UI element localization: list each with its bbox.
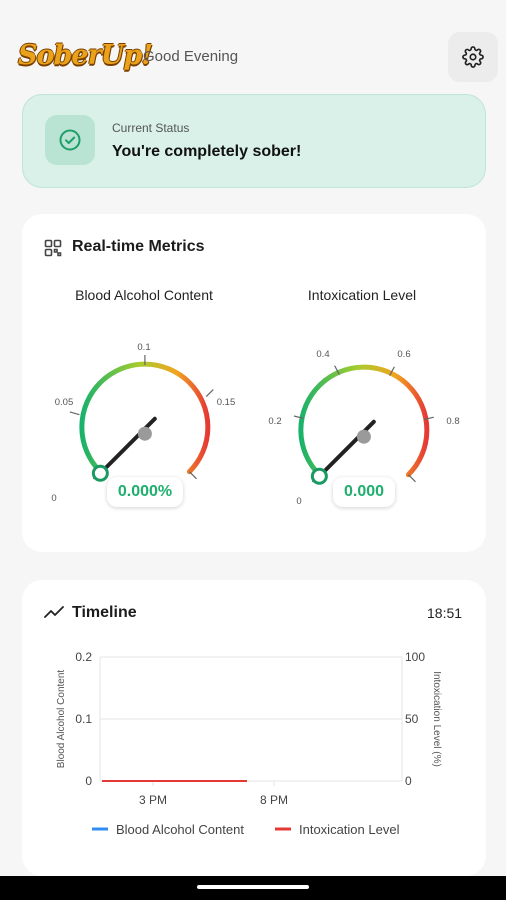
bac-readout: 0.000% (107, 477, 183, 507)
intox-needle-pivot (356, 429, 371, 444)
intox-tick-label: 0.4 (316, 349, 329, 360)
intox-readout: 0.000 (333, 477, 395, 507)
left-tick-label: 0.1 (75, 712, 92, 726)
intox-gauge: 0 0.2 0.4 0.6 0.8 (268, 349, 459, 507)
timeline-time: 18:51 (427, 605, 463, 621)
x-tick-label: 3 PM (139, 793, 167, 807)
intox-tick-label: 0 (296, 496, 301, 507)
timeline-card: Timeline 18:51 0.2 0.1 0 100 50 0 3 PM 8… (22, 580, 486, 876)
status-icon-box (45, 115, 95, 165)
settings-button[interactable] (448, 32, 498, 82)
intox-needle (310, 419, 376, 485)
status-bar (0, 0, 506, 30)
left-axis-label: Blood Alcohol Content (56, 670, 67, 769)
bac-gauge-arc (79, 361, 211, 475)
intox-gauge-arc (298, 364, 430, 478)
bac-needle (91, 416, 157, 482)
chart-legend: Blood Alcohol Content Intoxication Level (92, 822, 400, 837)
gear-icon (462, 46, 484, 68)
bac-tick-label: 0.05 (55, 397, 74, 408)
right-tick-label: 100 (405, 650, 425, 664)
timeline-chart: 0.2 0.1 0 100 50 0 3 PM 8 PM Blood Alcoh… (56, 650, 442, 837)
metrics-title: Real-time Metrics (72, 238, 205, 255)
intox-tick-mark (423, 416, 434, 421)
bac-tick-mark (69, 411, 80, 416)
status-label: Current Status (112, 121, 190, 135)
intox-tick-label: 0.8 (446, 416, 459, 427)
intox-tick-mark (293, 415, 304, 419)
intox-tick-mark (407, 474, 416, 483)
bac-gauge: 0 0.05 0.1 0.15 (51, 342, 235, 504)
bac-gauge-title: Blood Alcohol Content (75, 287, 213, 303)
gauges-svg: 0 0.05 0.1 0.15 0 0 (51, 342, 459, 507)
trend-line-icon (44, 606, 64, 618)
left-tick-label: 0 (85, 774, 92, 788)
navigation-bar (0, 876, 506, 900)
bac-tick-label: 0.15 (217, 397, 236, 408)
status-card: Current Status You're completely sober! (22, 94, 486, 188)
intox-gauge-title: Intoxication Level (307, 287, 417, 303)
greeting-text: Good Evening (143, 48, 239, 65)
bac-tick-mark (205, 389, 214, 398)
right-tick-label: 50 (405, 712, 419, 726)
x-tick-label: 8 PM (260, 793, 288, 807)
right-axis-label: Intoxication Level (%) (431, 671, 442, 767)
intox-tick-label: 0.6 (397, 349, 410, 360)
check-circle-icon (59, 129, 81, 151)
bac-tick-label: 0.1 (137, 342, 150, 353)
bac-tick-mark (188, 471, 197, 480)
metrics-card: Real-time Metrics Blood Alcohol Content … (22, 214, 486, 552)
status-value: You're completely sober! (112, 143, 302, 160)
grid-icon (44, 239, 62, 257)
timeline-title: Timeline (72, 604, 137, 621)
intox-tick-mark (389, 366, 395, 376)
app-logo: SoberUp! (18, 40, 153, 71)
right-tick-label: 0 (405, 774, 412, 788)
legend-label-intox: Intoxication Level (299, 822, 400, 837)
intox-tick-mark (334, 365, 340, 375)
legend-label-bac: Blood Alcohol Content (116, 822, 244, 837)
intox-tick-label: 0.2 (268, 416, 281, 427)
intox-needle-knob (310, 467, 328, 485)
bac-tick-label: 0 (51, 493, 56, 504)
bac-needle-pivot (137, 426, 152, 441)
header: SoberUp! Good Evening (0, 30, 506, 88)
home-gesture-handle[interactable] (197, 885, 309, 889)
left-tick-label: 0.2 (75, 650, 92, 664)
bac-needle-knob (91, 464, 109, 482)
